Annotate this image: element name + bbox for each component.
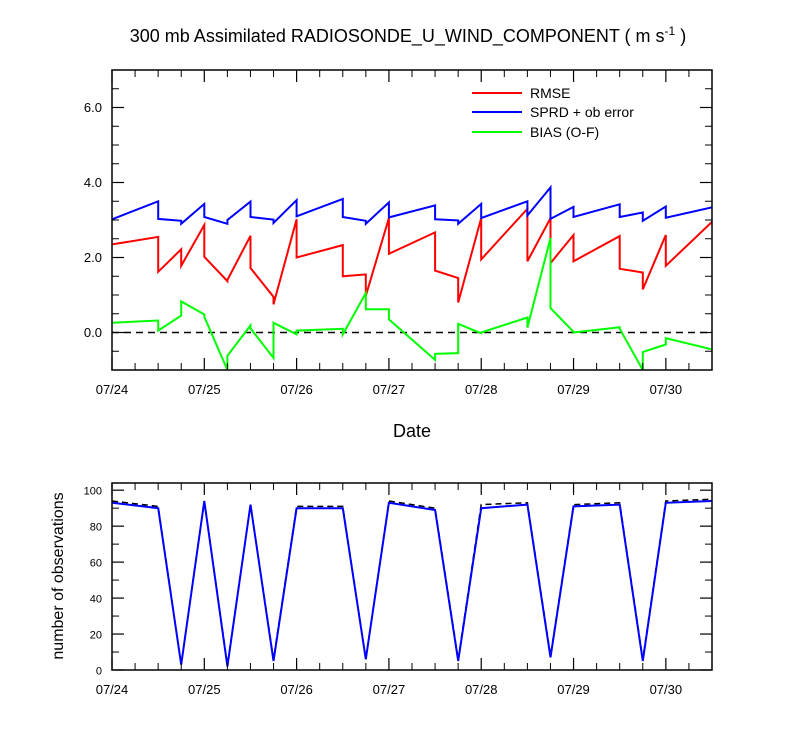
top-x-axis-label: Date — [393, 421, 431, 441]
y-tick-label: 40 — [90, 594, 102, 606]
bottom-y-ticks: 0 20 40 60 80 100 — [84, 486, 712, 678]
series-line-sprd-ob-error — [112, 184, 712, 227]
x-tick-label: 07/25 — [188, 682, 221, 697]
y-tick-label: 80 — [90, 522, 102, 534]
series-line-assimilated-observations — [112, 500, 712, 667]
legend-label-rmse: RMSE — [530, 85, 570, 101]
chart-title-main: 300 mb Assimilated RADIOSONDE_U_WIND_COM… — [130, 26, 665, 47]
legend-label-bias: BIAS (O-F) — [530, 124, 599, 140]
y-tick-label: 2.0 — [84, 250, 102, 265]
y-tick-label: 4.0 — [84, 175, 102, 190]
bottom-x-ticks: 07/24 07/25 07/26 07/27 07/28 07/29 07/30 — [96, 483, 690, 697]
y-tick-label: 0.0 — [84, 325, 102, 340]
top-panel: 07/24 07/25 07/26 07/27 07/28 07/29 07/30 0.0 2… — [84, 69, 713, 441]
x-tick-label: 07/24 — [96, 682, 129, 697]
top-series-group — [112, 184, 712, 370]
series-line-rmse — [112, 206, 712, 305]
x-tick-label: 07/27 — [373, 682, 406, 697]
x-tick-label: 07/30 — [650, 682, 683, 697]
x-tick-label: 07/29 — [557, 682, 590, 697]
y-tick-label: 20 — [90, 630, 102, 642]
x-tick-label: 07/30 — [650, 382, 683, 397]
bottom-y-axis-label: number of observations — [50, 492, 67, 659]
y-tick-label: 0 — [96, 666, 102, 678]
x-tick-label: 07/26 — [280, 382, 313, 397]
x-tick-label: 07/24 — [96, 382, 129, 397]
y-tick-label: 6.0 — [84, 100, 102, 115]
series-line-possible-observations — [112, 498, 712, 665]
bottom-panel: 07/24 07/25 07/26 07/27 07/28 07/29 07/30 0 20 4… — [50, 482, 713, 697]
legend-entry-rmse: RMSE — [472, 85, 570, 101]
legend: RMSE SPRD + ob error BIAS (O-F) — [472, 85, 634, 140]
x-tick-label: 07/27 — [373, 382, 406, 397]
x-tick-label: 07/26 — [280, 682, 313, 697]
chart-title: 300 mb Assimilated RADIOSONDE_U_WIND_COM… — [130, 24, 686, 47]
y-tick-label: 100 — [84, 486, 102, 498]
y-tick-label: 60 — [90, 558, 102, 570]
legend-entry-bias: BIAS (O-F) — [472, 124, 599, 140]
x-tick-label: 07/25 — [188, 382, 221, 397]
x-tick-label: 07/28 — [465, 682, 498, 697]
chart-title-end: ) — [675, 26, 686, 46]
top-y-ticks: 0.0 2.0 4.0 6.0 — [84, 88, 712, 352]
series-line-bias-o-f — [112, 237, 712, 370]
bottom-series-group — [112, 498, 712, 667]
legend-label-sprd: SPRD + ob error — [530, 104, 634, 120]
x-tick-label: 07/29 — [557, 382, 590, 397]
x-tick-label: 07/28 — [465, 382, 498, 397]
legend-entry-sprd: SPRD + ob error — [472, 104, 634, 120]
top-x-ticks: 07/24 07/25 07/26 07/27 07/28 07/29 07/30 — [96, 70, 690, 397]
chart-title-superscript: -1 — [665, 24, 676, 38]
